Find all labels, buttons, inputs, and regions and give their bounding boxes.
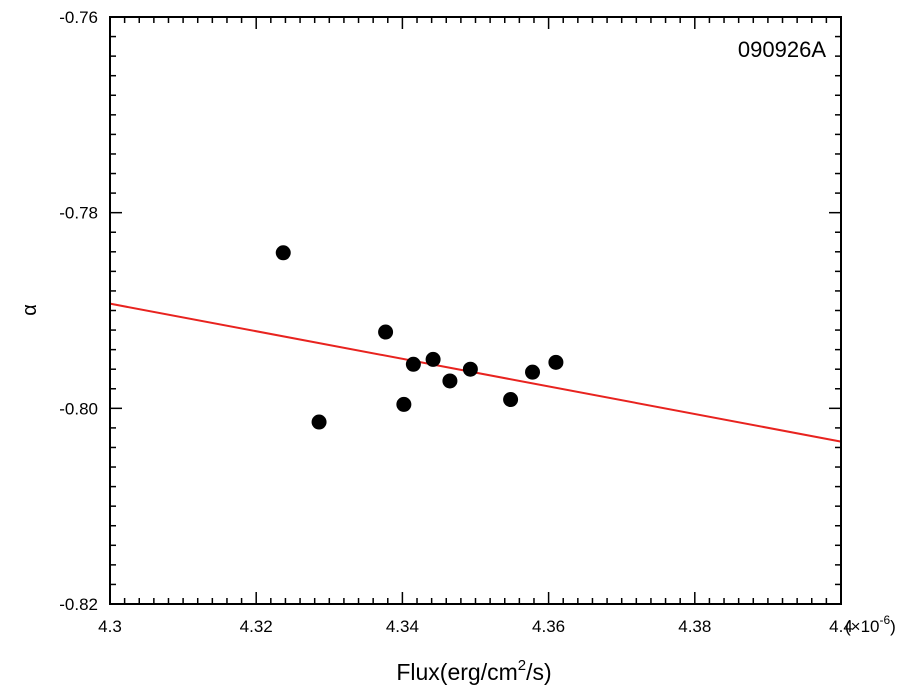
y-tick-label: -0.82 [59,595,98,614]
chart-annotation: 090926A [738,37,826,62]
x-axis-multiplier: (×10-6) [845,613,896,636]
points-layer [275,245,564,430]
y-tick-labels: -0.82 -0.80 -0.78 -0.76 [59,8,98,614]
x-label-base: Flux(erg/cm [396,659,517,685]
ticks-layer [109,16,842,605]
data-point [462,361,478,377]
x-tick-label: 4.4 [829,617,853,636]
data-point [425,351,441,367]
data-point [503,392,519,408]
data-point [378,324,394,340]
data-point [396,396,412,412]
x-tick-label: 4.32 [240,617,273,636]
data-point [275,245,291,261]
y-tick-label: -0.76 [59,8,98,27]
data-point [405,356,421,372]
x-label-tail: /s) [526,659,552,685]
y-tick-label: -0.78 [59,204,98,223]
x-tick-label: 4.34 [386,617,419,636]
plot-frame [109,16,842,605]
y-tick-label: -0.80 [59,399,98,418]
x-multiplier-base: (×10 [845,617,880,636]
data-point [311,414,327,430]
x-tick-labels: 4.3 4.32 4.34 4.36 4.38 4.4 [98,617,853,636]
x-tick-label: 4.3 [98,617,122,636]
data-point [548,354,564,370]
x-tick-label: 4.38 [678,617,711,636]
y-axis-label: α [19,304,41,316]
data-point [525,364,541,380]
x-label-exponent: 2 [518,657,526,674]
x-multiplier-close: ) [890,617,896,636]
x-tick-label: 4.36 [532,617,565,636]
x-multiplier-exponent: -6 [880,613,891,627]
data-point [442,373,458,389]
x-axis-label: Flux(erg/cm2/s) [396,657,551,685]
